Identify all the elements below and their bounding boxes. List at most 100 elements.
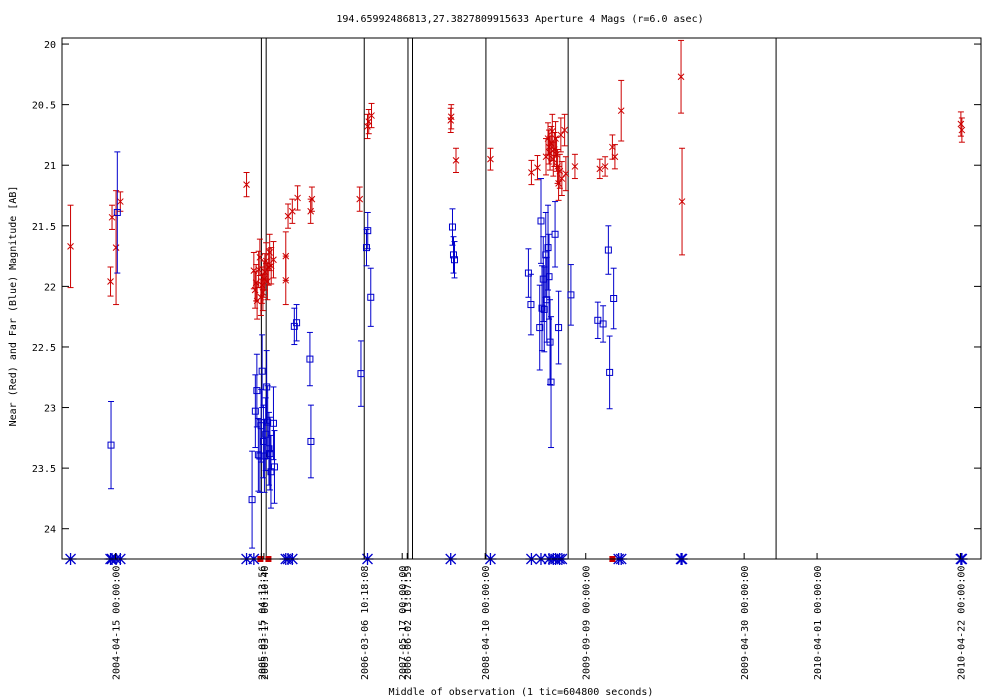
data-point <box>364 123 371 130</box>
data-point <box>294 194 301 202</box>
data-point <box>306 355 314 363</box>
data-point <box>107 441 115 449</box>
data-point <box>536 324 544 332</box>
data-point <box>617 107 625 115</box>
data-point <box>610 295 618 302</box>
y-tick-label: 24 <box>44 525 56 536</box>
data-point <box>561 126 568 134</box>
data-point <box>357 370 365 378</box>
data-point <box>678 198 686 205</box>
data-point <box>487 155 494 163</box>
data-point <box>248 496 256 504</box>
data-point <box>367 293 375 301</box>
data-point <box>364 227 372 235</box>
plot-frame <box>61 37 982 560</box>
data-point <box>604 246 612 254</box>
x-tick-label: 2009-04-30 00:00:00 <box>740 566 751 680</box>
data-point <box>270 256 277 264</box>
data-point <box>538 304 546 312</box>
data-point <box>537 217 545 225</box>
data-point <box>601 163 609 170</box>
data-point <box>107 278 114 285</box>
series-layer <box>67 39 966 549</box>
data-point <box>449 251 457 259</box>
data-point <box>290 322 298 330</box>
y-tick-label: 20 <box>44 40 56 51</box>
data-point <box>112 244 120 251</box>
x-axis: 2004-04-15 00:00:00 2005-03-15 04:13:5620… <box>112 553 967 680</box>
x-tick-label: 2005-03-15 04:13:56 <box>257 566 268 680</box>
data-point <box>270 463 278 471</box>
x-tick-label: 2009-09-09 00:00:00 <box>582 566 593 680</box>
vertical-markers <box>260 38 777 559</box>
data-point <box>263 383 271 391</box>
data-point <box>567 291 575 299</box>
x-tick-label: 2007-05-17 00:00:00 <box>398 566 409 680</box>
y-axis: 20 20.5 21 21.5 22 22.5 23 23.5 24 <box>32 40 981 536</box>
data-point <box>599 320 607 328</box>
data-point <box>243 181 250 188</box>
data-point <box>261 268 269 276</box>
data-point <box>594 316 602 324</box>
x-tick-label: 2010-04-01 00:00:00 <box>813 566 824 680</box>
y-axis-label: Near (Red) and Far (Blue) Magnitude [AB] <box>8 186 19 427</box>
data-point <box>527 301 535 309</box>
data-point <box>368 112 375 119</box>
x-axis-label: Middle of observation (1 tic=604800 seco… <box>389 687 654 698</box>
data-point <box>555 180 562 187</box>
data-point <box>269 419 277 427</box>
data-point <box>571 163 579 170</box>
data-point <box>282 276 290 284</box>
y-tick-label: 23.5 <box>32 464 56 475</box>
y-tick-label: 23 <box>44 404 56 415</box>
data-point <box>116 198 124 205</box>
data-point <box>528 169 535 176</box>
data-point <box>558 175 566 182</box>
data-point <box>113 208 121 216</box>
x-tick-label: 2006-03-06 10:18:08 <box>360 566 371 680</box>
x-tick-label: 2004-04-15 00:00:00 <box>112 566 123 680</box>
data-point <box>308 195 316 203</box>
y-tick-label: 21.5 <box>32 222 56 233</box>
data-point <box>67 243 74 250</box>
data-point <box>555 324 563 332</box>
y-tick-label: 22 <box>44 282 56 293</box>
data-point <box>258 367 266 375</box>
y-tick-label: 22.5 <box>32 343 56 354</box>
data-point <box>606 368 614 376</box>
data-point <box>596 165 604 173</box>
data-point <box>549 155 557 163</box>
data-point <box>447 113 455 121</box>
data-point <box>534 164 541 171</box>
data-point <box>256 452 264 460</box>
data-point <box>256 253 264 261</box>
x-tick-label: 2005-03-17 00:10:40 <box>260 566 271 680</box>
data-point <box>253 387 261 395</box>
data-point <box>547 378 555 386</box>
data-point <box>562 170 570 178</box>
data-point <box>551 230 559 238</box>
data-point <box>545 273 553 281</box>
data-point <box>251 407 259 415</box>
data-point <box>552 135 559 142</box>
data-point <box>557 131 565 139</box>
data-point <box>288 207 296 215</box>
data-point <box>293 319 301 327</box>
data-point <box>448 223 456 231</box>
data-point <box>524 269 532 277</box>
x-tick-label: 2008-04-10 00:00:00 <box>481 566 492 680</box>
data-point <box>362 244 370 252</box>
x-tick-label: 2006-06-02 13:07:59 <box>403 566 414 680</box>
data-point <box>265 445 273 453</box>
data-point <box>546 338 554 346</box>
chart-title: 194.65992486813,27.3827809915633 Apertur… <box>336 14 703 25</box>
data-point <box>452 157 460 164</box>
y-tick-label: 21 <box>44 161 56 172</box>
data-point <box>957 120 965 128</box>
data-point <box>356 195 364 203</box>
data-point <box>266 450 274 458</box>
data-point <box>307 437 315 445</box>
y-tick-label: 20.5 <box>32 101 56 112</box>
data-point <box>958 126 966 134</box>
